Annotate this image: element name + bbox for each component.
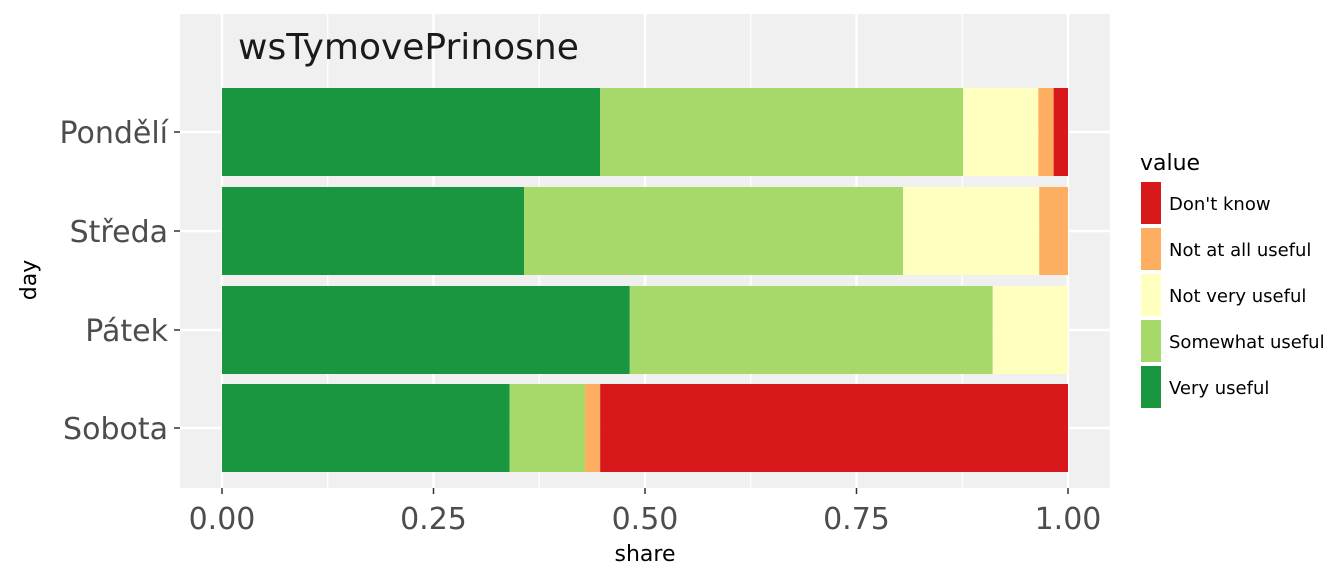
legend: Don't know Not at all useful Not very usef… — [1141, 182, 1325, 408]
y-tick-label: Středa — [70, 215, 168, 250]
x-tick-label: 0.75 — [823, 502, 890, 537]
bar-segment — [903, 187, 1040, 275]
y-axis: Pondělí Středa Pátek Sobota — [59, 116, 180, 447]
legend-key — [1141, 274, 1161, 316]
bar-segment — [629, 286, 993, 374]
bar-segment — [222, 88, 601, 176]
legend-label: Not at all useful — [1169, 240, 1311, 261]
legend-label: Somewhat useful — [1169, 332, 1325, 353]
bar-segment — [600, 88, 964, 176]
bar-segment — [963, 88, 1039, 176]
legend-label: Very useful — [1169, 378, 1269, 399]
legend-key — [1141, 366, 1161, 408]
chart-title: wsTymovePrinosne — [238, 27, 579, 68]
legend-label: Not very useful — [1169, 286, 1306, 307]
y-tick-label: Pondělí — [59, 116, 169, 151]
bar-segment — [222, 286, 630, 374]
x-tick-label: 1.00 — [1035, 502, 1102, 537]
bar-segment — [509, 384, 585, 472]
legend-title: value — [1140, 151, 1200, 176]
bar-segment — [222, 384, 510, 472]
bar-segment — [1038, 88, 1054, 176]
y-tick-label: Sobota — [63, 412, 168, 447]
x-tick-label: 0.00 — [189, 502, 256, 537]
bar-segment — [992, 286, 1068, 374]
bars — [222, 88, 1068, 472]
x-tick-label: 0.25 — [400, 502, 467, 537]
bar-segment — [1039, 187, 1068, 275]
y-tick-label: Pátek — [85, 314, 168, 349]
legend-key — [1141, 228, 1161, 270]
bar-segment — [584, 384, 601, 472]
bar-segment — [600, 384, 1068, 472]
legend-label: Don't know — [1169, 194, 1271, 215]
legend-key — [1141, 320, 1161, 362]
bar-segment — [1053, 88, 1068, 176]
bar-segment — [222, 187, 525, 275]
bar-segment — [524, 187, 904, 275]
x-axis: 0.00 0.25 0.50 0.75 1.00 — [189, 488, 1102, 537]
legend-key — [1141, 182, 1161, 224]
x-tick-label: 0.50 — [612, 502, 679, 537]
x-axis-title: share — [615, 542, 676, 567]
y-axis-title: day — [17, 260, 42, 300]
